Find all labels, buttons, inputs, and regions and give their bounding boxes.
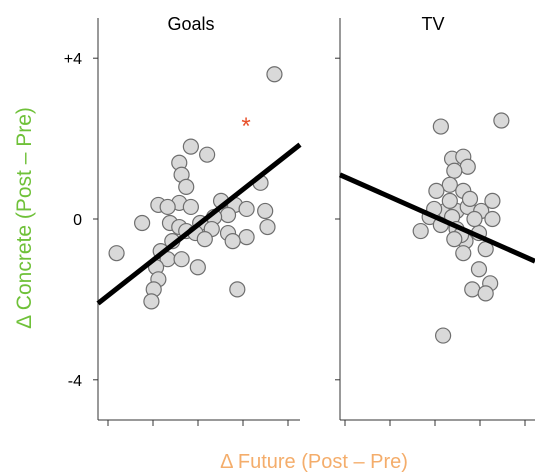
y-tick-label: 0 bbox=[73, 212, 82, 229]
data-point bbox=[238, 200, 255, 218]
data-point bbox=[428, 182, 445, 199]
data-point bbox=[199, 146, 216, 163]
trend-line bbox=[96, 142, 302, 306]
data-point bbox=[493, 112, 510, 129]
y-tick-label: +4 bbox=[64, 51, 82, 68]
panel-title: TV bbox=[421, 14, 444, 34]
data-point bbox=[178, 178, 195, 195]
panel-goals: Goals +4 0 -4 * bbox=[64, 14, 302, 426]
significance-marker: * bbox=[241, 113, 250, 140]
data-point bbox=[259, 218, 276, 236]
data-point bbox=[257, 202, 274, 220]
y-tick-label: -4 bbox=[68, 373, 82, 390]
data-point bbox=[266, 66, 283, 83]
data-point bbox=[470, 261, 488, 278]
data-point bbox=[484, 210, 501, 228]
data-point bbox=[459, 158, 476, 175]
data-point bbox=[446, 162, 463, 179]
data-point bbox=[134, 214, 151, 232]
data-point bbox=[173, 251, 190, 268]
trend-line bbox=[338, 172, 535, 264]
data-point bbox=[143, 293, 160, 310]
data-point bbox=[412, 222, 429, 240]
x-axis-label: Δ Future (Post – Pre) bbox=[220, 451, 408, 473]
data-point bbox=[108, 245, 125, 262]
data-point bbox=[182, 198, 199, 216]
data-point bbox=[441, 176, 458, 193]
data-point bbox=[441, 192, 458, 210]
data-point bbox=[477, 285, 494, 302]
data-point bbox=[464, 281, 481, 298]
data-point bbox=[182, 138, 199, 155]
data-point bbox=[432, 118, 449, 135]
data-point bbox=[435, 327, 452, 344]
data-point bbox=[466, 210, 483, 228]
data-point bbox=[189, 259, 206, 276]
panel-tv: TV bbox=[335, 14, 535, 426]
data-point bbox=[455, 245, 472, 262]
panel-title: Goals bbox=[167, 14, 214, 34]
data-point bbox=[461, 190, 479, 207]
data-point bbox=[238, 228, 255, 246]
y-axis-label-group: Δ Concrete (Post – Pre) bbox=[13, 107, 36, 329]
data-point bbox=[484, 192, 501, 210]
data-point bbox=[229, 281, 246, 298]
data-point bbox=[159, 198, 176, 216]
y-axis-label: Δ Concrete (Post – Pre) bbox=[13, 107, 36, 329]
data-point bbox=[446, 231, 463, 248]
data-point bbox=[219, 206, 237, 224]
data-point bbox=[224, 233, 241, 250]
data-point bbox=[196, 231, 213, 248]
